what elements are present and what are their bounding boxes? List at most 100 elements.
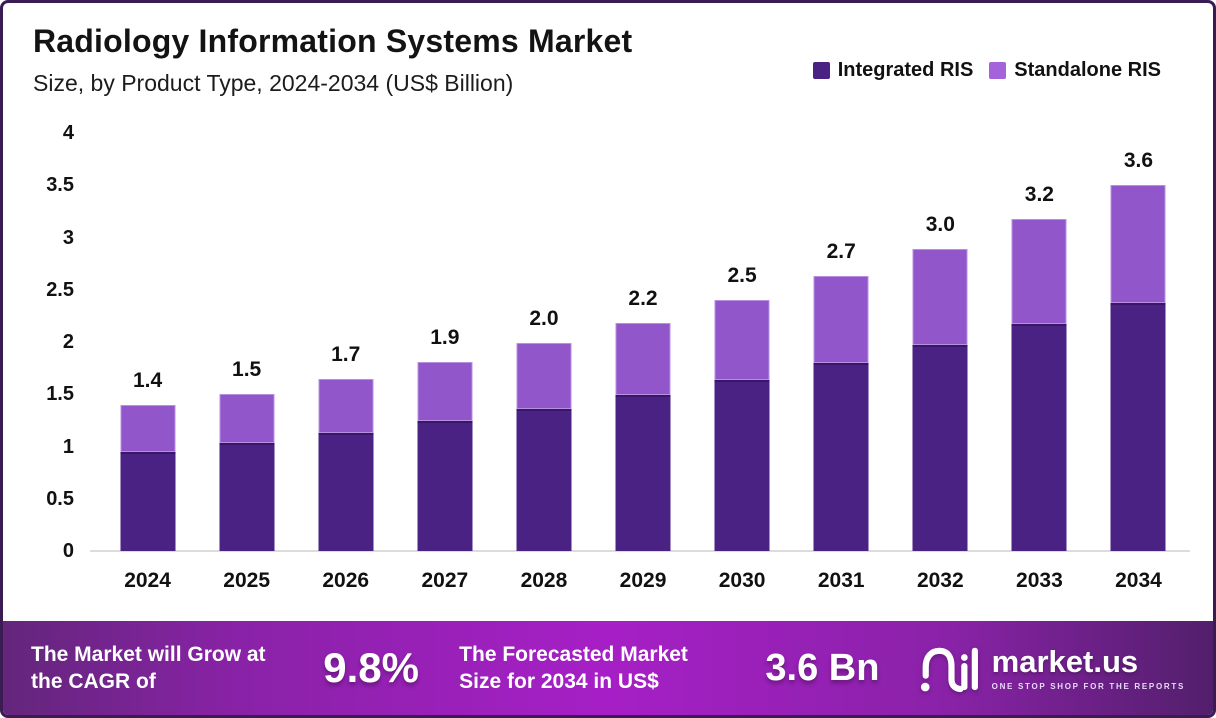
y-axis-tick-label: 3.5 — [46, 174, 74, 197]
integrated-ris-segment — [813, 362, 869, 551]
standalone-ris-segment — [714, 300, 770, 380]
bar-value-label: 2.7 — [826, 240, 856, 264]
bar-value-label: 2.5 — [727, 264, 757, 288]
stacked-bar — [1011, 218, 1067, 551]
logo-tagline: ONE STOP SHOP FOR THE REPORTS — [991, 681, 1185, 691]
legend-item-standalone-ris[interactable]: Standalone RIS — [989, 59, 1161, 82]
bar-value-label: 3.2 — [1024, 182, 1054, 206]
bar-chart: 0 0.5 1 1.5 2 2.5 3 3.5 4 1.4 2024 1.5 2025 1.7 2026 1… — [46, 122, 1190, 592]
stacked-bar — [714, 300, 770, 551]
stacked-bar — [912, 249, 968, 551]
x-axis-category-label: 2025 — [223, 569, 270, 592]
stacked-bar — [120, 404, 176, 551]
standalone-ris-segment — [318, 378, 374, 433]
standalone-ris-segment — [417, 361, 473, 422]
forecast-value: 3.6 Bn — [765, 646, 880, 689]
bar-group-2031: 2.7 2031 — [792, 133, 891, 592]
x-axis-category-label: 2030 — [718, 569, 766, 592]
integrated-ris-segment — [219, 443, 275, 551]
integrated-ris-segment — [318, 432, 374, 551]
standalone-ris-segment — [219, 394, 275, 444]
stacked-bar — [417, 361, 473, 551]
legend-label-integrated-ris: Integrated RIS — [837, 59, 974, 81]
bar-group-2034: 3.6 2034 — [1089, 133, 1188, 592]
legend-label-standalone-ris: Standalone RIS — [1014, 59, 1161, 81]
integrated-ris-segment — [912, 345, 968, 551]
forecast-text: The Forecasted Market Size for 2034 in U… — [459, 642, 688, 693]
stacked-bar — [1110, 185, 1166, 551]
y-axis-tick-label: 2.5 — [46, 278, 74, 301]
bars-area: 1.4 2024 1.5 2025 1.7 2026 1.9 2027 2.0 2028 2.2 20… — [98, 133, 1188, 592]
integrated-ris-segment — [1011, 324, 1067, 551]
standalone-ris-segment — [516, 343, 572, 409]
footer-banner: The Market will Grow at the CAGR of 9.8%… — [3, 621, 1213, 715]
integrated-ris-segment — [714, 379, 770, 551]
standalone-ris-swatch-icon — [989, 62, 1007, 79]
bar-group-2032: 3.0 2032 — [891, 133, 990, 592]
bar-group-2026: 1.7 2026 — [296, 133, 395, 592]
standalone-ris-segment — [1011, 218, 1067, 325]
y-axis-tick-label: 2 — [62, 331, 74, 353]
bar-group-2029: 2.2 2029 — [593, 133, 692, 592]
stacked-bar — [318, 378, 374, 551]
bar-group-2030: 2.5 2030 — [693, 133, 792, 592]
y-axis-tick-label: 0 — [62, 540, 74, 562]
integrated-ris-segment — [417, 421, 473, 551]
bar-group-2027: 1.9 2027 — [395, 133, 494, 592]
y-axis-tick-label: 3 — [62, 226, 74, 249]
marketus-logo[interactable]: market.us ONE STOP SHOP FOR THE REPORTS — [920, 640, 1185, 696]
page-subtitle: Size, by Product Type, 2024-2034 (US$ Bi… — [33, 70, 514, 96]
cagr-text: The Market will Grow at the CAGR of — [31, 642, 266, 693]
integrated-ris-swatch-icon — [812, 62, 830, 79]
standalone-ris-segment — [120, 404, 176, 452]
header: Radiology Information Systems Market Siz… — [33, 23, 632, 97]
stacked-bar — [219, 394, 275, 551]
y-axis-tick-label: 1.5 — [46, 383, 74, 406]
bar-value-label: 3.6 — [1123, 149, 1154, 173]
y-axis-tick-label: 1 — [62, 435, 74, 458]
x-axis-category-label: 2033 — [1016, 569, 1063, 592]
stacked-bar — [516, 343, 572, 551]
bar-value-label: 1.7 — [331, 342, 361, 366]
x-axis-category-label: 2034 — [1115, 569, 1162, 592]
integrated-ris-segment — [120, 451, 176, 551]
integrated-ris-segment — [516, 408, 572, 551]
bar-value-label: 2.2 — [628, 287, 658, 311]
x-axis-category-label: 2028 — [520, 569, 568, 592]
x-axis-category-label: 2032 — [916, 569, 964, 592]
y-axis-tick-label: 4 — [62, 122, 74, 144]
x-axis-line — [90, 550, 1190, 552]
y-axis-tick-label: 0.5 — [46, 487, 74, 510]
bar-group-2025: 1.5 2025 — [197, 133, 296, 592]
legend: Integrated RIS Standalone RIS — [812, 59, 1161, 82]
standalone-ris-segment — [912, 249, 968, 346]
bar-value-label: 1.9 — [430, 325, 460, 349]
bar-value-label: 2.0 — [529, 307, 559, 331]
legend-item-integrated-ris[interactable]: Integrated RIS — [812, 59, 974, 82]
bar-value-label: 3.0 — [925, 213, 955, 236]
standalone-ris-segment — [1110, 185, 1166, 304]
integrated-ris-segment — [1110, 303, 1166, 551]
x-axis-category-label: 2026 — [322, 569, 370, 592]
x-axis-category-label: 2024 — [124, 569, 171, 592]
logo-text-block: market.us ONE STOP SHOP FOR THE REPORTS — [992, 646, 1185, 691]
stacked-bar — [813, 276, 869, 551]
bar-group-2024: 1.4 2024 — [98, 133, 197, 592]
bar-value-label: 1.5 — [232, 358, 262, 382]
stacked-bar — [615, 323, 671, 551]
bar-value-label: 1.4 — [132, 368, 163, 392]
bar-group-2028: 2.0 2028 — [494, 133, 593, 592]
bar-group-2033: 3.2 2033 — [990, 133, 1089, 592]
integrated-ris-segment — [615, 395, 671, 551]
page-title: Radiology Information Systems Market — [33, 23, 633, 59]
x-axis-category-label: 2027 — [421, 569, 469, 592]
x-axis-category-label: 2031 — [817, 569, 865, 592]
x-axis-category-label: 2029 — [619, 569, 667, 592]
marketus-logo-icon — [920, 647, 978, 693]
y-axis: 0 0.5 1 1.5 2 2.5 3 3.5 4 — [14, 122, 74, 562]
standalone-ris-segment — [813, 276, 869, 363]
cagr-value: 9.8% — [323, 644, 419, 691]
logo-wordmark: market.us — [991, 643, 1139, 679]
standalone-ris-segment — [615, 323, 671, 396]
